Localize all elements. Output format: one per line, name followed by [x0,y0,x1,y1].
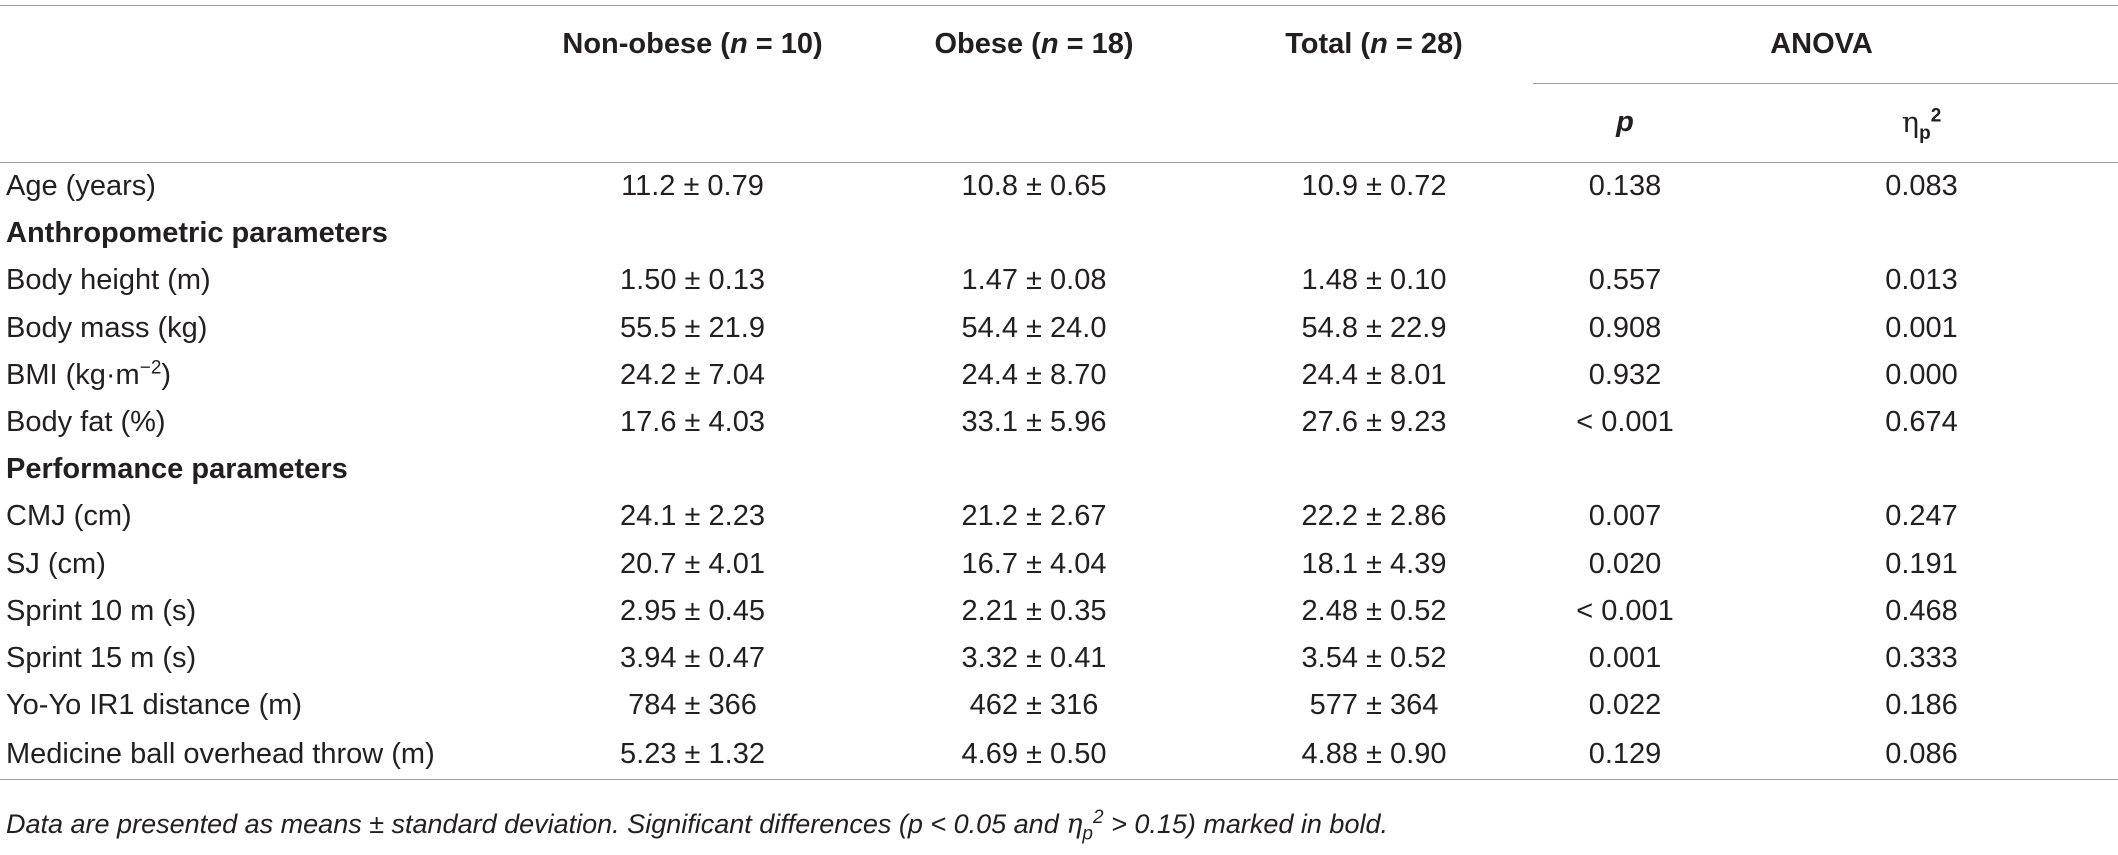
cell-total: 22.2 ± 2.86 [1301,500,1447,533]
cell-nonobese: 784 ± 366 [628,689,757,722]
row-label: Yo-Yo IR1 distance (m) [6,689,303,722]
header-row-1: Non-obese (n = 10) Obese (n = 18) Total … [0,5,2118,84]
header-blank-5 [1223,83,1525,163]
row-label: Sprint 15 m (s) [6,641,197,674]
cell-p: 0.007 [1588,500,1662,533]
cell-nonobese: 24.1 ± 2.23 [620,500,765,533]
table-row: SJ (cm) 20.7 ± 4.01 16.7 ± 4.04 18.1 ± 4… [0,541,2118,588]
cell-obese: 2.21 ± 0.35 [961,594,1107,627]
cell-obese: 4.69 ± 0.50 [845,729,1223,781]
cell-p: 0.932 [1588,358,1662,391]
table-row: Sprint 10 m (s) 2.95 ± 0.45 2.21 ± 0.35 … [0,588,2118,635]
row-label: Age (years) [6,170,156,203]
cell-eta: 0.001 [1885,311,1958,344]
table-row: Sprint 15 m (s) 3.94 ± 0.47 3.32 ± 0.41 … [0,635,2118,682]
cell-p: 0.001 [1588,641,1662,674]
cell-total: 1.48 ± 0.10 [1301,264,1447,297]
cell-total: 10.9 ± 0.72 [1301,170,1447,203]
cell-p: 0.022 [1588,689,1662,722]
table-row: Body mass (kg) 55.5 ± 21.9 54.4 ± 24.0 5… [0,305,2118,352]
results-table: Non-obese (n = 10) Obese (n = 18) Total … [0,5,2118,781]
cell-obese: 462 ± 316 [969,689,1099,722]
row-label: CMJ (cm) [6,500,132,533]
table-row: Yo-Yo IR1 distance (m) 784 ± 366 462 ± 3… [0,682,2118,729]
cell-p: 0.557 [1588,264,1662,297]
header-anova: ANOVA [1525,5,2118,84]
table-row: CMJ (cm) 24.1 ± 2.23 21.2 ± 2.67 22.2 ± … [0,493,2118,540]
header-nonobese: Non-obese (n = 10) [540,5,845,83]
anova-rule [1533,83,2118,84]
header-blank [0,5,540,83]
cell-obese: 16.7 ± 4.04 [961,547,1107,580]
cell-total: 54.8 ± 22.9 [1301,311,1447,344]
header-blank-4 [845,83,1223,163]
cell-total: 27.6 ± 9.23 [1301,406,1447,439]
section-row: Anthropometric parameters [0,210,2118,257]
cell-p: 0.138 [1588,170,1662,203]
table-row: Body height (m) 1.50 ± 0.13 1.47 ± 0.08 … [0,257,2118,304]
cell-p: 0.020 [1588,547,1662,580]
row-label: SJ (cm) [6,547,106,580]
header-eta: ηp2 [1725,83,2118,163]
cell-obese: 24.4 ± 8.70 [961,358,1107,391]
header-blank-3 [540,83,845,163]
cell-obese: 21.2 ± 2.67 [961,500,1107,533]
cell-eta: 0.086 [1725,729,2118,781]
cell-obese: 10.8 ± 0.65 [961,170,1107,203]
cell-eta: 0.191 [1885,547,1958,580]
cell-nonobese: 3.94 ± 0.47 [620,641,765,674]
cell-p: 0.129 [1525,729,1725,781]
cell-obese: 3.32 ± 0.41 [961,641,1107,674]
cell-total: 4.88 ± 0.90 [1223,729,1525,781]
header-blank-2 [0,83,540,163]
row-label: Body fat (%) [6,406,166,439]
header-row-2: p ηp2 [0,83,2118,163]
cell-eta: 0.674 [1885,406,1958,439]
cell-p: 0.908 [1588,311,1662,344]
cell-eta: 0.186 [1885,689,1958,722]
cell-eta: 0.000 [1885,358,1958,391]
cell-eta: 0.333 [1885,641,1958,674]
row-label: Medicine ball overhead throw (m) [0,729,540,781]
row-label: Sprint 10 m (s) [6,594,197,627]
section-title-performance: Performance parameters [6,453,348,486]
cell-eta: 0.247 [1885,500,1958,533]
cell-nonobese: 24.2 ± 7.04 [620,358,765,391]
cell-nonobese: 5.23 ± 1.32 [540,729,845,781]
cell-total: 2.48 ± 0.52 [1301,594,1447,627]
table-row: Body fat (%) 17.6 ± 4.03 33.1 ± 5.96 27.… [0,399,2118,446]
cell-obese: 33.1 ± 5.96 [961,406,1107,439]
header-total: Total (n = 28) [1223,5,1525,83]
cell-eta: 0.083 [1885,170,1958,203]
header-obese: Obese (n = 18) [845,5,1223,83]
row-label: Body mass (kg) [6,311,208,344]
cell-obese: 54.4 ± 24.0 [961,311,1107,344]
cell-nonobese: 1.50 ± 0.13 [620,264,765,297]
section-title-anthropometric: Anthropometric parameters [6,217,388,250]
row-label: BMI (kg·m−2) [6,357,172,391]
cell-nonobese: 55.5 ± 21.9 [620,311,765,344]
cell-total: 577 ± 364 [1309,689,1439,722]
cell-total: 18.1 ± 4.39 [1301,547,1447,580]
cell-nonobese: 2.95 ± 0.45 [620,594,765,627]
table-footnote: Data are presented as means ± standard d… [6,807,1388,845]
cell-total: 3.54 ± 0.52 [1301,641,1447,674]
cell-total: 24.4 ± 8.01 [1301,358,1447,391]
cell-p: < 0.001 [1576,406,1674,439]
cell-nonobese: 17.6 ± 4.03 [620,406,765,439]
table-row: BMI (kg·m−2) 24.2 ± 7.04 24.4 ± 8.70 24.… [0,352,2118,399]
header-p: p [1525,83,1725,163]
cell-eta: 0.468 [1885,594,1958,627]
cell-eta: 0.013 [1885,264,1958,297]
table-row: Medicine ball overhead throw (m) 5.23 ± … [0,729,2118,781]
cell-nonobese: 20.7 ± 4.01 [620,547,765,580]
cell-obese: 1.47 ± 0.08 [961,264,1107,297]
cell-nonobese: 11.2 ± 0.79 [621,170,764,203]
row-label: Body height (m) [6,264,211,297]
cell-p: < 0.001 [1576,594,1674,627]
section-row: Performance parameters [0,446,2118,493]
table-row: Age (years) 11.2 ± 0.79 10.8 ± 0.65 10.9… [0,163,2118,211]
